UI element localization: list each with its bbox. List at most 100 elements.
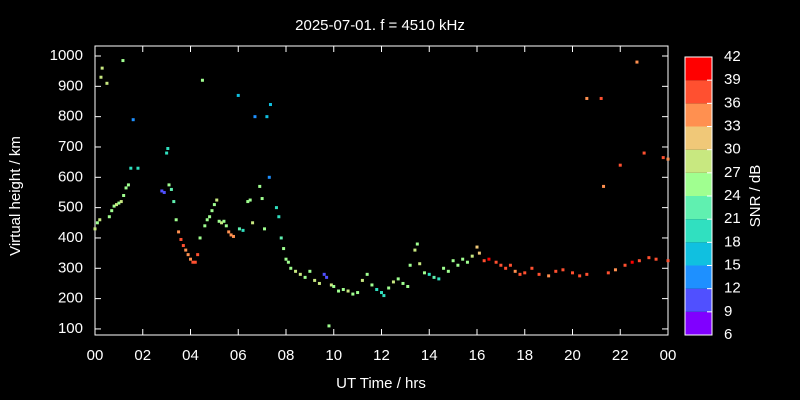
x-tick-label: 02 [134, 347, 151, 364]
point [446, 269, 450, 273]
point [277, 215, 281, 219]
point [329, 283, 333, 287]
colorbar-tick-label: 12 [724, 280, 741, 297]
point [236, 93, 240, 97]
point [635, 60, 639, 64]
colorbar-bin [685, 103, 712, 127]
x-tick-label: 04 [182, 347, 199, 364]
point [205, 218, 209, 222]
y-axis-label: Virtual height / km [7, 136, 24, 256]
y-tick-label: 100 [58, 320, 83, 337]
point [167, 183, 171, 187]
point [630, 260, 634, 264]
point [179, 237, 183, 241]
y-tick-label: 400 [58, 229, 83, 246]
y-tick-label: 500 [58, 199, 83, 216]
point [408, 263, 412, 267]
point [554, 269, 558, 273]
point [547, 274, 551, 278]
x-tick-label: 08 [278, 347, 295, 364]
point [382, 294, 386, 298]
point [375, 288, 379, 292]
point [642, 151, 646, 155]
point [107, 215, 111, 219]
point [237, 227, 241, 231]
point [396, 277, 400, 281]
x-tick-label: 00 [660, 347, 677, 364]
point [210, 209, 214, 213]
x-tick-label: 12 [373, 347, 390, 364]
point [110, 209, 114, 213]
point [482, 259, 486, 263]
colorbar-bin [685, 172, 712, 196]
colorbar-label: SNR / dB [747, 165, 764, 228]
colorbar-bin [685, 80, 712, 104]
point [260, 197, 264, 201]
point [325, 275, 329, 279]
point [427, 272, 431, 276]
y-tick-label: 300 [58, 259, 83, 276]
colorbar-tick-label: 18 [724, 233, 741, 250]
point [504, 266, 508, 270]
point [208, 215, 212, 219]
point [95, 221, 99, 225]
point [308, 269, 312, 273]
point [246, 200, 250, 204]
point [346, 289, 350, 293]
point [365, 272, 369, 276]
point [129, 166, 133, 170]
point [217, 219, 221, 223]
point [451, 259, 455, 263]
point [169, 187, 173, 191]
point [229, 233, 233, 237]
colorbar-tick-label: 9 [724, 303, 732, 320]
point [248, 198, 252, 202]
point [585, 96, 589, 100]
point [508, 263, 512, 267]
x-tick-label: 16 [469, 347, 486, 364]
point [98, 218, 102, 222]
point [126, 183, 130, 187]
point [224, 224, 228, 228]
point [327, 324, 331, 328]
point [313, 278, 317, 282]
point [189, 257, 192, 261]
x-tick-label: 20 [564, 347, 581, 364]
colorbar-bin [685, 265, 712, 289]
point [578, 274, 582, 278]
point [513, 269, 517, 273]
point [114, 203, 118, 207]
point [477, 251, 481, 255]
y-tick-label: 700 [58, 138, 83, 155]
point [561, 268, 565, 272]
point [401, 281, 405, 285]
point [499, 263, 503, 267]
colorbar-bin [685, 126, 712, 150]
point [196, 253, 200, 257]
point [303, 275, 307, 279]
point [172, 200, 176, 204]
point [193, 260, 197, 264]
point [222, 219, 226, 223]
y-tick-label: 900 [58, 77, 83, 94]
colorbar-tick-label: 33 [724, 117, 741, 134]
y-tick-label: 600 [58, 168, 83, 185]
point [418, 262, 422, 266]
point [637, 259, 641, 263]
point [284, 257, 288, 261]
x-tick-label: 14 [421, 347, 438, 364]
colorbar-bin [685, 311, 712, 335]
point [289, 266, 293, 270]
point [618, 163, 622, 167]
point [231, 234, 235, 238]
point [465, 260, 469, 264]
point [494, 260, 498, 264]
x-axis-label: UT Time / hrs [336, 375, 426, 392]
colorbar-tick-label: 39 [724, 71, 741, 88]
point [263, 227, 267, 231]
colorbar-tick-label: 15 [724, 256, 741, 273]
point [215, 198, 219, 202]
point [191, 260, 195, 264]
point [470, 254, 474, 258]
